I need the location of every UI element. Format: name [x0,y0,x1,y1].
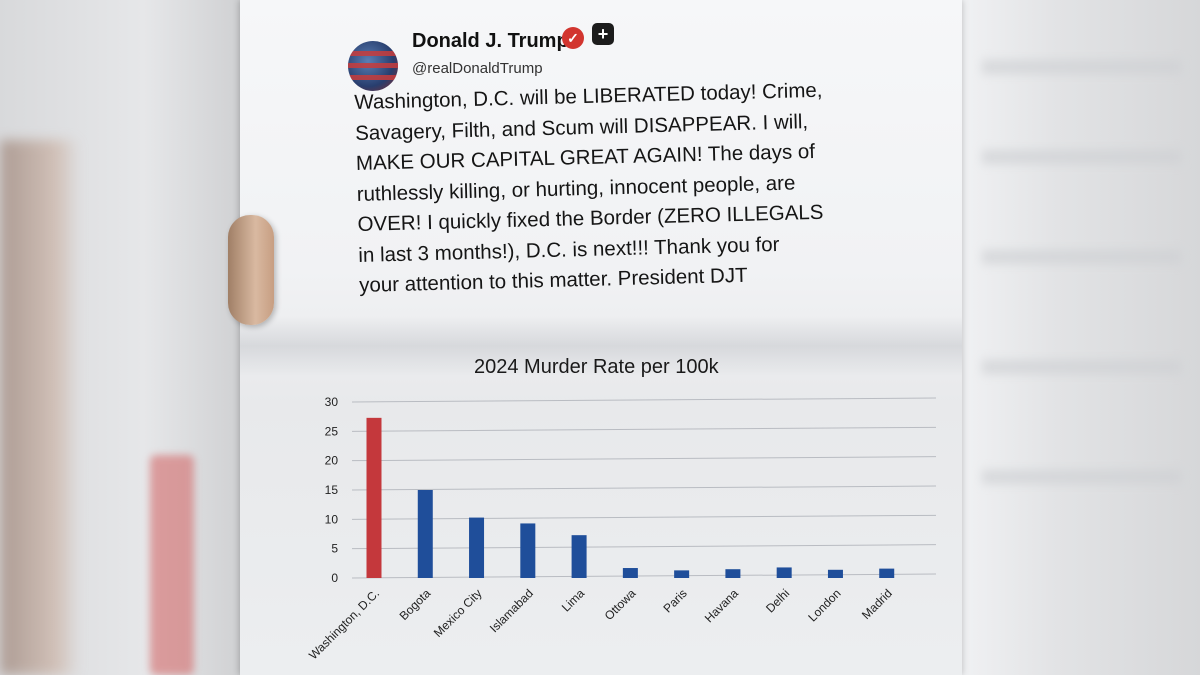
printed-paper: Donald J. Trump ✓ + @realDonaldTrump Was… [240,0,962,675]
bar [725,569,741,578]
bar [776,567,792,578]
paper-fold [240,316,962,376]
author-name: Donald J. Trump [412,30,569,52]
gridline [351,397,937,403]
bar-chart: 0 5 10 15 20 25 30 Washington, D.C. BogotaMexico… [306,395,937,662]
bar [879,568,895,578]
plus-badge-icon: + [592,23,614,45]
gridline [351,456,937,462]
gridline [351,485,937,491]
x-tick-label: Paris [661,586,690,615]
x-tick-label: Islamabad [487,586,536,635]
blurred-stripe [982,360,1182,374]
x-tick-label: Madrid [859,586,895,622]
x-tick-label: Washington, D.C. [306,586,382,662]
x-tick-label: Havana [702,586,741,625]
x-tick-label: London [805,586,843,624]
y-tick-label: 5 [331,542,338,556]
bar [571,535,587,578]
blurred-stripe [982,60,1182,74]
background-right [962,0,1200,675]
bar [469,517,485,578]
background-left [0,0,240,675]
blurred-stripe [982,470,1182,484]
blurred-stripe [982,250,1182,264]
gridline [351,573,937,579]
gridline [351,426,937,432]
bar [366,417,382,578]
check-badge-icon: ✓ [562,27,584,49]
bar [520,523,536,578]
x-tick-label: Delhi [763,586,792,615]
y-tick-label: 0 [331,571,338,585]
bar [674,570,690,578]
bar [622,568,638,578]
x-tick-label: Ottowa [602,586,639,623]
bar [417,490,433,578]
blurred-stripe [982,150,1182,164]
avatar [348,41,398,91]
y-tick-label: 20 [325,454,339,468]
author-handle: @realDonaldTrump [412,60,543,77]
y-tick-label: 15 [325,483,339,497]
x-tick-label: Lima [559,586,588,615]
x-tick-label: Bogota [397,586,434,623]
chart-title: 2024 Murder Rate per 100k [474,356,719,378]
thumb [228,215,274,325]
gridline [351,514,937,520]
y-tick-label: 25 [325,424,339,438]
x-tick-label: Mexico City [431,586,485,640]
post-text: Washington, D.C. will be LIBERATED today… [354,74,899,302]
y-tick-label: 10 [325,512,339,526]
blurred-hand [0,140,80,675]
y-tick-label: 30 [325,395,339,409]
bar [827,569,843,578]
gridline [351,544,937,550]
blurred-red-bar [150,455,194,675]
